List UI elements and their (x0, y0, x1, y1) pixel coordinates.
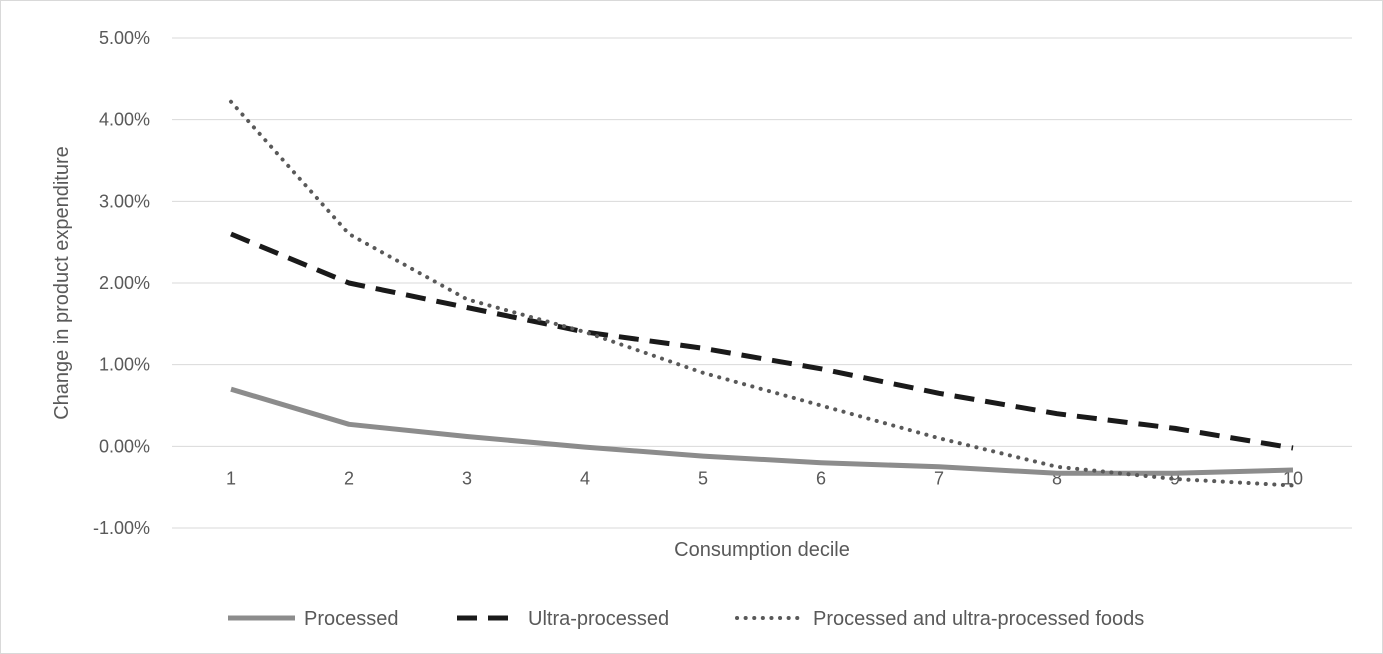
y-tick-label: 3.00% (99, 191, 150, 211)
x-tick-label: 9 (1170, 468, 1180, 488)
x-tick-labels: 1 2 3 4 5 6 7 8 9 10 (226, 468, 1303, 488)
x-tick-label: 8 (1052, 468, 1062, 488)
x-tick-label: 7 (934, 468, 944, 488)
legend-label-1: Processed (304, 608, 399, 630)
y-tick-label: 5.00% (99, 28, 150, 48)
x-tick-label: 1 (226, 468, 236, 488)
x-tick-label: 3 (462, 468, 472, 488)
legend-label-2: Ultra-processed (528, 608, 669, 630)
x-tick-label: 6 (816, 468, 826, 488)
series-line-2 (230, 231, 1294, 451)
y-tick-label: 2.00% (99, 273, 150, 293)
y-tick-label: -1.00% (93, 518, 150, 538)
x-tick-label: 10 (1283, 468, 1303, 488)
y-tick-labels: 5.00% 4.00% 3.00% 2.00% 1.00% 0.00% -1.00% (93, 28, 150, 538)
series-lines (229, 99, 1295, 488)
x-tick-label: 2 (344, 468, 354, 488)
y-tick-label: 4.00% (99, 110, 150, 130)
legend-label-3: Processed and ultra-processed foods (813, 608, 1144, 630)
y-tick-label: 1.00% (99, 355, 150, 375)
y-tick-label: 0.00% (99, 436, 150, 456)
x-axis-title: Consumption decile (674, 539, 850, 561)
series-line-1 (230, 386, 1294, 476)
x-tick-label: 5 (698, 468, 708, 488)
y-axis-title: Change in product expenditure (51, 146, 73, 420)
series-line-3 (229, 99, 1295, 488)
legend: Processed Ultra-processed Processed and ul… (228, 608, 1144, 630)
x-tick-label: 4 (580, 468, 590, 488)
gridlines (172, 37, 1352, 529)
